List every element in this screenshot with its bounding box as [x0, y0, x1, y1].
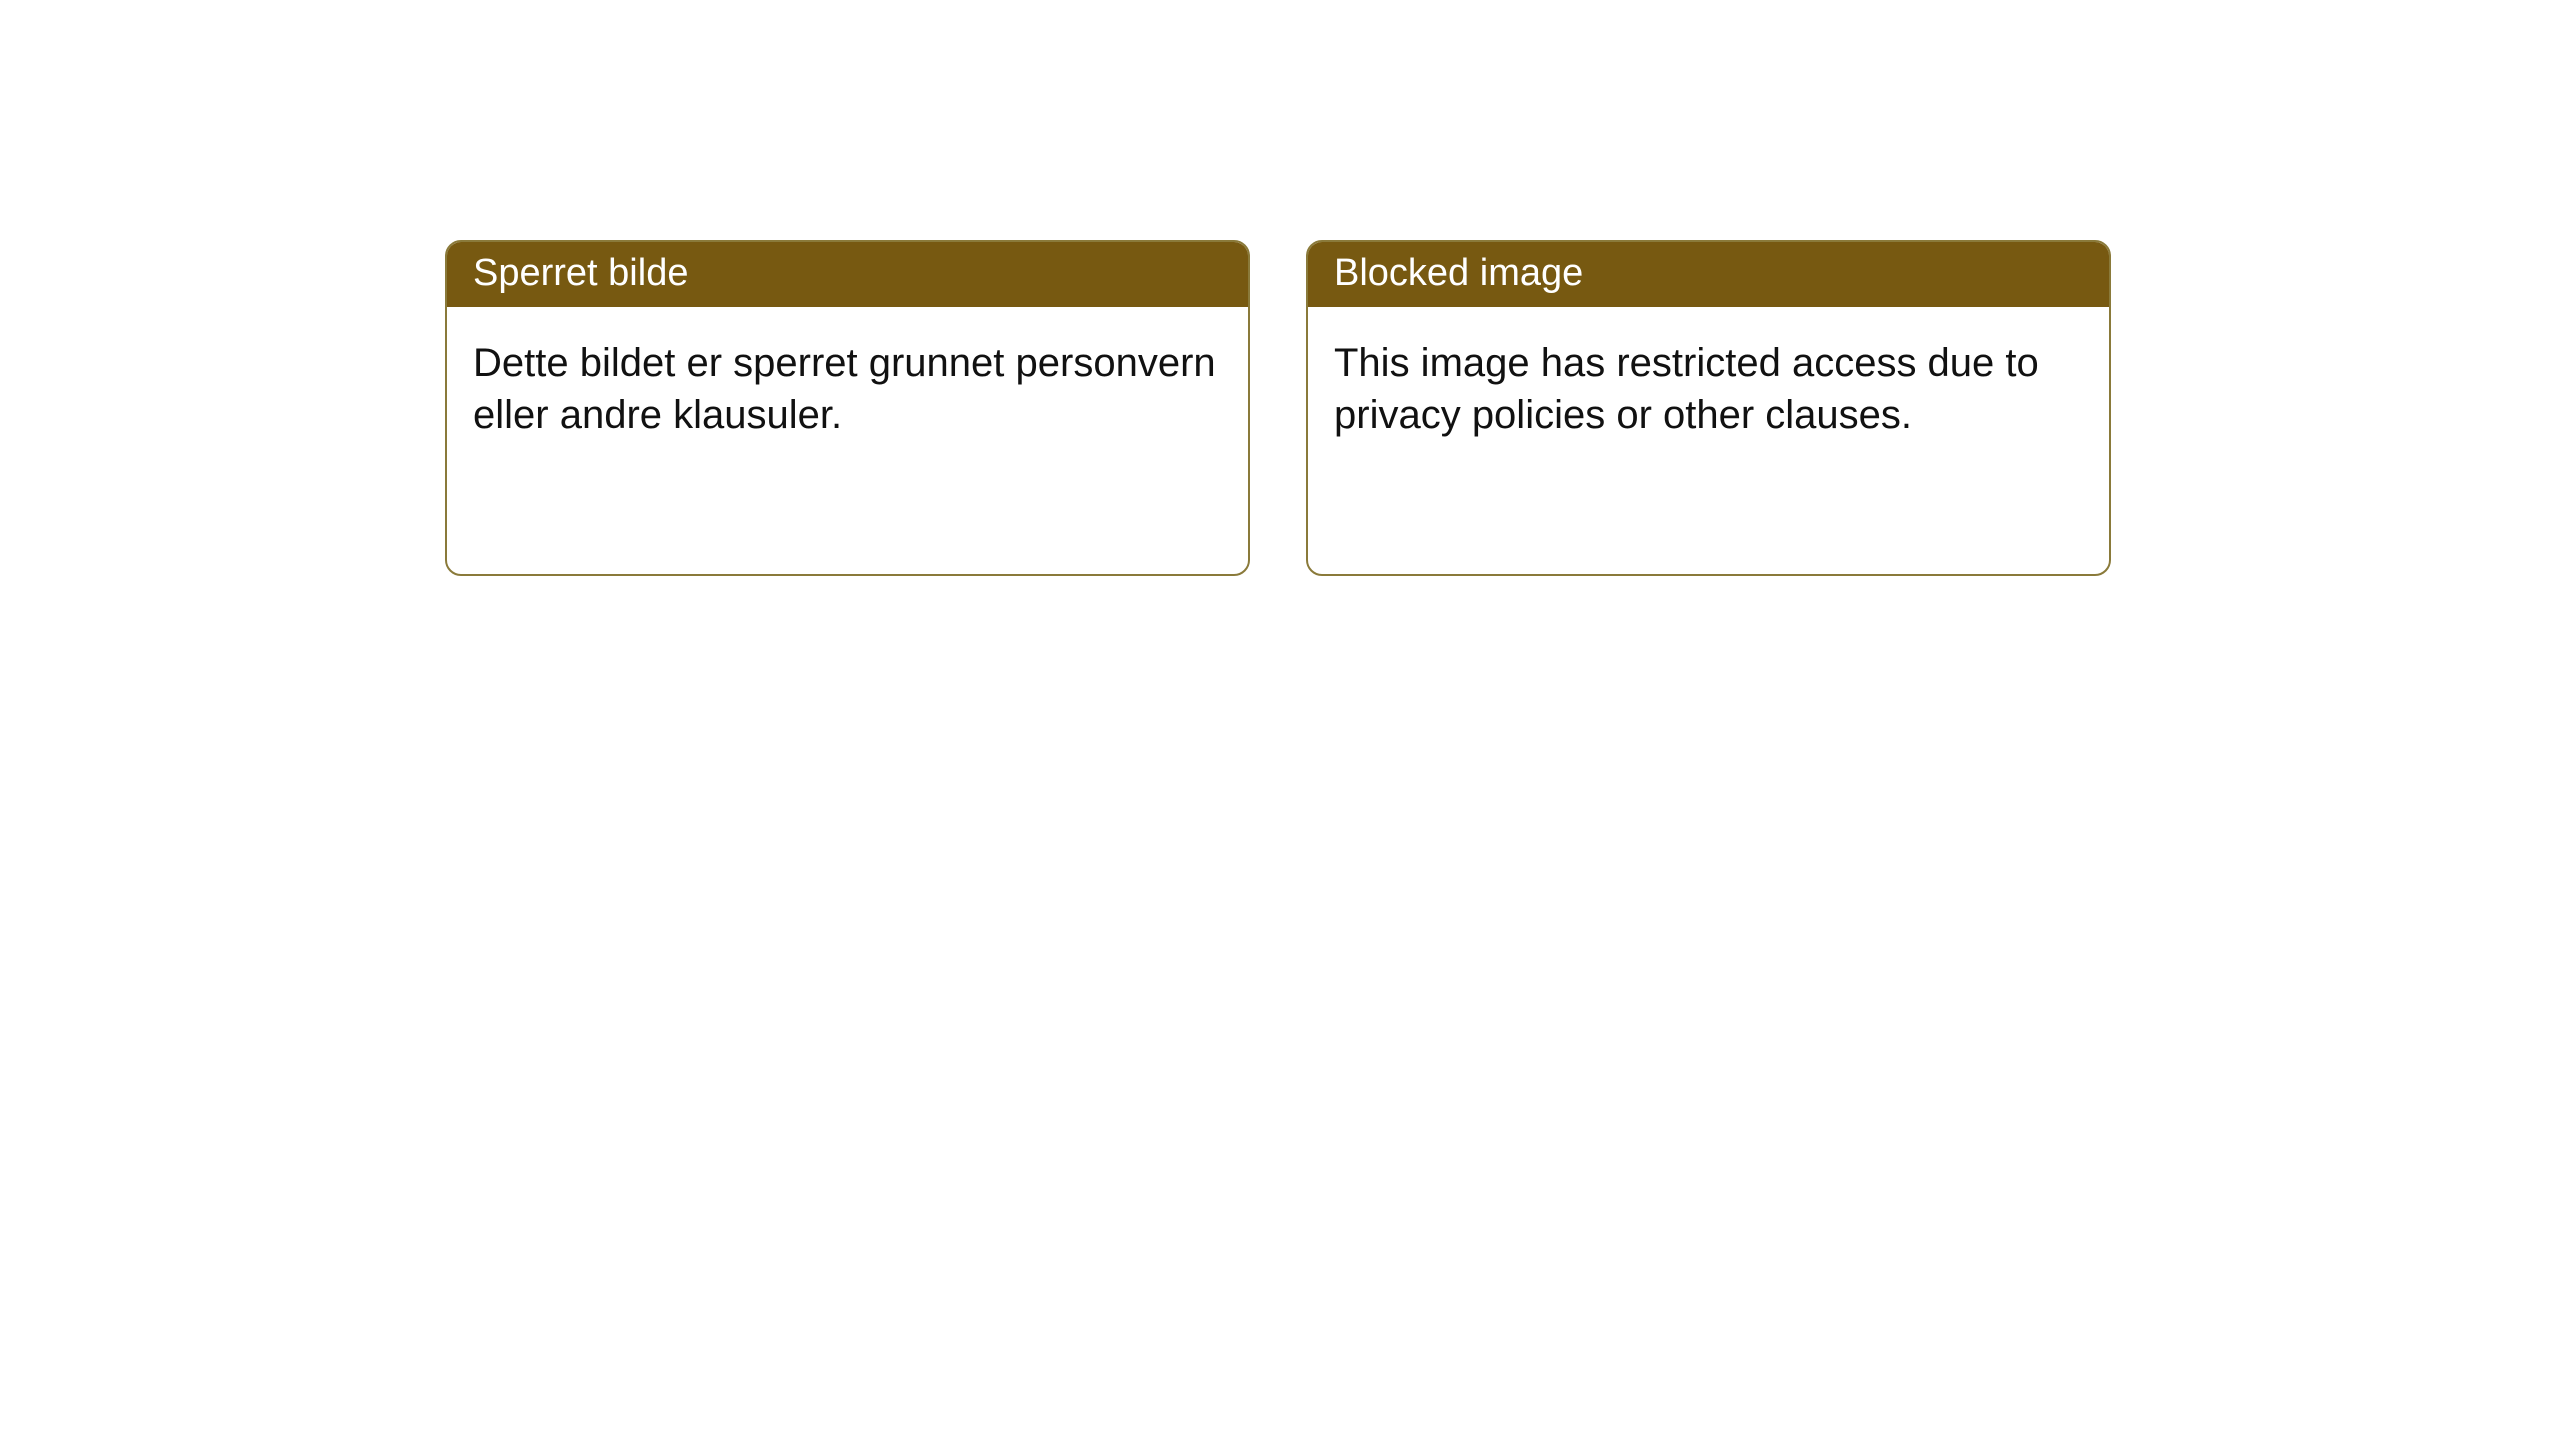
notice-card-header: Blocked image [1308, 242, 2109, 307]
notice-card-title: Blocked image [1334, 252, 1583, 294]
page-canvas: Sperret bilde Dette bildet er sperret gr… [0, 0, 2560, 1440]
notice-card-no: Sperret bilde Dette bildet er sperret gr… [445, 240, 1250, 576]
notice-card-header: Sperret bilde [447, 242, 1248, 307]
notice-cards-row: Sperret bilde Dette bildet er sperret gr… [445, 240, 2111, 576]
notice-card-text: Dette bildet er sperret grunnet personve… [473, 337, 1222, 441]
notice-card-en: Blocked image This image has restricted … [1306, 240, 2111, 576]
notice-card-body: Dette bildet er sperret grunnet personve… [447, 307, 1248, 574]
notice-card-body: This image has restricted access due to … [1308, 307, 2109, 574]
notice-card-title: Sperret bilde [473, 252, 688, 294]
notice-card-text: This image has restricted access due to … [1334, 337, 2083, 441]
